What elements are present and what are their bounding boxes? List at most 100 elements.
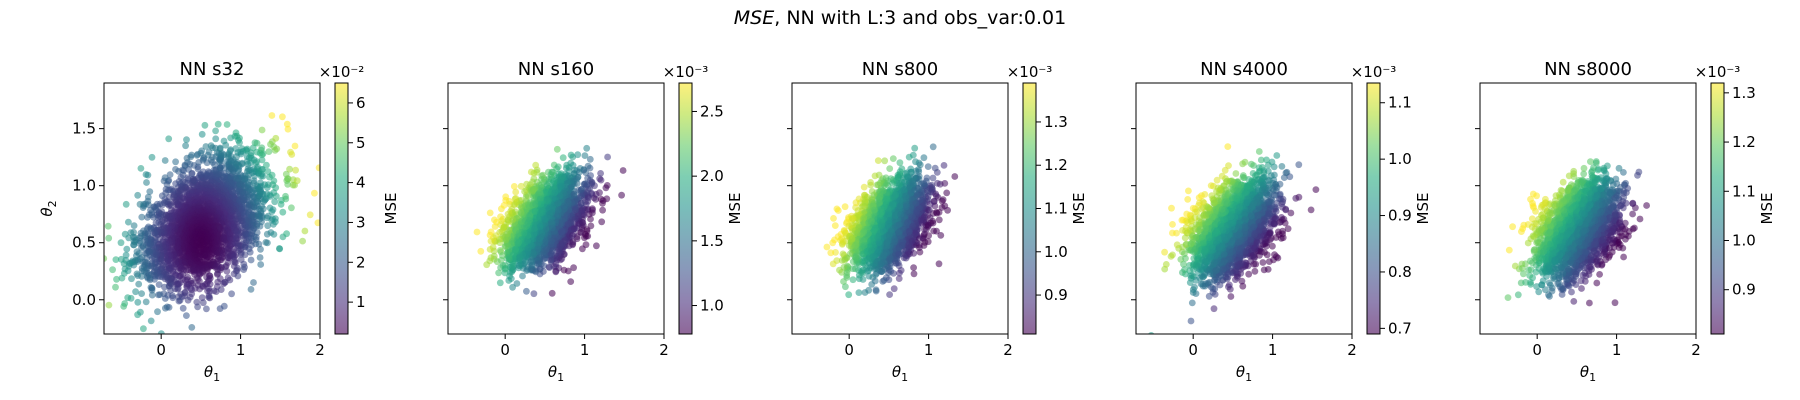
scatter-point xyxy=(547,256,555,264)
scatter-point xyxy=(570,225,578,233)
scatter-point xyxy=(284,125,292,133)
scatter-point xyxy=(162,304,169,312)
scatter-point xyxy=(105,301,113,309)
colorbar-tick-label: 1 xyxy=(356,293,366,311)
subplot-title: NN s32 xyxy=(180,59,245,80)
scatter-point xyxy=(283,120,291,128)
scatter-point xyxy=(509,237,516,245)
scatter-point xyxy=(570,177,577,185)
scatter-point xyxy=(257,245,264,253)
colorbar-tick-label: 2.5 xyxy=(700,102,724,120)
scatter-point xyxy=(291,142,299,150)
colorbar xyxy=(335,83,348,334)
scatter-point xyxy=(271,198,279,206)
scatter-point xyxy=(493,218,500,226)
scatter-point xyxy=(524,237,532,245)
scatter-point xyxy=(202,143,210,150)
scatter-point xyxy=(104,255,108,262)
scatter-point xyxy=(530,185,537,193)
scatter-point xyxy=(157,330,165,334)
scatter-point xyxy=(536,195,544,203)
scatter-point xyxy=(272,134,280,142)
scatter-point xyxy=(134,191,142,199)
scatter-point xyxy=(538,176,545,183)
scatter-point xyxy=(214,120,222,128)
scatter-point xyxy=(241,263,248,271)
scatter-point xyxy=(109,266,116,274)
scatter-point xyxy=(212,127,220,135)
scatter-point xyxy=(232,145,240,152)
scatter-point xyxy=(182,142,190,150)
scatter-point xyxy=(512,246,520,254)
scatter-point xyxy=(511,201,519,208)
colorbar-label: MSE xyxy=(726,193,744,225)
colorbar-exponent: ×10⁻² xyxy=(319,63,365,81)
scatter-point xyxy=(256,254,264,261)
x-tick-label: 1 xyxy=(236,341,246,359)
scatter-point xyxy=(524,192,532,200)
scatter-point xyxy=(537,233,545,241)
y-tick-label: 1.5 xyxy=(72,120,96,138)
scatter-point xyxy=(143,179,150,186)
x-axis-label: θ1 xyxy=(548,363,564,384)
scatter-point xyxy=(207,142,215,150)
scatter-point xyxy=(122,200,130,208)
scatter-point xyxy=(597,195,605,203)
scatter-point xyxy=(543,245,550,253)
scatter-point xyxy=(183,136,190,144)
scatter-point xyxy=(130,222,138,230)
scatter-point xyxy=(283,230,290,238)
scatter-point xyxy=(247,256,255,264)
scatter-point xyxy=(505,253,513,261)
scatter-point xyxy=(279,113,286,121)
scatter-point xyxy=(515,239,523,246)
scatter-point xyxy=(138,267,146,275)
scatter-point xyxy=(558,182,565,190)
scatter-point xyxy=(272,215,279,223)
scatter-point xyxy=(272,184,280,192)
scatter-point xyxy=(166,171,174,179)
scatter-point xyxy=(144,193,152,201)
scatter-point xyxy=(133,270,141,278)
scatter-point xyxy=(577,199,585,207)
scatter-point xyxy=(188,151,196,159)
scatter-point xyxy=(578,185,585,193)
figure-title-metric: MSE xyxy=(734,7,774,29)
scatter-point xyxy=(273,145,281,153)
scatter-point xyxy=(935,216,943,224)
scatter-point xyxy=(486,209,494,217)
colorbar-tick-label: 6 xyxy=(356,94,366,112)
scatter-point xyxy=(232,129,240,137)
scatter-point xyxy=(292,166,299,174)
scatter-point xyxy=(279,208,287,216)
scatter-point xyxy=(147,206,154,214)
scatter-point xyxy=(546,264,553,271)
x-tick-label: 2 xyxy=(659,341,669,359)
scatter-point xyxy=(555,206,562,214)
scatter-point xyxy=(604,153,611,161)
scatter-point xyxy=(583,227,591,235)
scatter-point xyxy=(264,239,271,247)
scatter-point xyxy=(540,255,548,263)
scatter-point xyxy=(558,228,566,236)
scatter-point xyxy=(175,297,183,305)
scatter-point xyxy=(134,298,142,306)
scatter-point xyxy=(504,216,512,224)
scatter-point xyxy=(523,267,530,274)
scatter-points xyxy=(103,112,320,344)
scatter-point xyxy=(103,337,110,344)
scatter-point xyxy=(264,222,272,230)
scatter-point xyxy=(223,121,231,128)
scatter-point xyxy=(570,264,577,272)
scatter-point xyxy=(579,219,587,227)
scatter-point xyxy=(233,267,241,274)
x-tick-label: 0 xyxy=(156,341,166,359)
scatter-point xyxy=(618,191,625,199)
scatter-point xyxy=(123,245,131,253)
scatter-point xyxy=(138,290,146,297)
colorbar-tick-label: 5 xyxy=(356,134,366,152)
scatter-point xyxy=(137,165,145,172)
scatter-point xyxy=(194,303,202,311)
scatter-point xyxy=(579,245,586,253)
